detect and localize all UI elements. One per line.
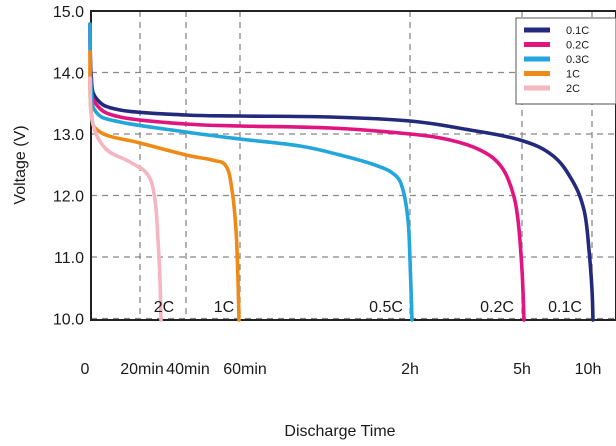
curve-label: 0.1C bbox=[548, 299, 582, 316]
x-axis-label: Discharge Time bbox=[284, 423, 395, 440]
x-tick-label: 10h bbox=[575, 361, 602, 378]
series-line-0-1C bbox=[88, 22, 595, 322]
series-line-0-2C bbox=[88, 22, 526, 322]
x-tick-label: 0 bbox=[81, 361, 90, 378]
y-tick-label: 14.0 bbox=[53, 66, 84, 83]
legend-label: 0.3C bbox=[566, 54, 589, 66]
legend: 0.1C 0.2C 0.3C 1C 2C bbox=[515, 17, 616, 105]
y-tick-label: 15.0 bbox=[53, 4, 84, 21]
legend-label: 1C bbox=[566, 69, 580, 81]
x-tick-label: 5h bbox=[513, 361, 531, 378]
curve-label: 2C bbox=[154, 299, 174, 316]
curve-labels: 0.1C 0.2C 0.5C 1C 2C bbox=[154, 299, 582, 316]
y-tick-label: 13.0 bbox=[53, 127, 84, 144]
x-tick-label: 60min bbox=[223, 361, 267, 378]
series-line-0-3C bbox=[88, 22, 414, 322]
legend-label: 0.1C bbox=[566, 25, 589, 37]
plot-frame bbox=[90, 10, 616, 321]
x-tick-label: 2h bbox=[401, 361, 419, 378]
y-tick-label: 11.0 bbox=[54, 250, 84, 267]
legend-label: 2C bbox=[566, 83, 580, 95]
x-axis-ticks: 0 20min 40min 60min 2h 5h 10h bbox=[81, 361, 602, 378]
x-tick-label: 40min bbox=[166, 361, 210, 378]
y-axis-ticks: 15.0 14.0 13.0 12.0 11.0 10.0 bbox=[53, 4, 84, 329]
series-lines bbox=[88, 22, 595, 322]
series-line-2C bbox=[88, 76, 163, 322]
y-tick-label: 12.0 bbox=[53, 189, 84, 206]
series-line-1C bbox=[88, 50, 241, 322]
y-axis-label: Voltage (V) bbox=[12, 125, 29, 204]
legend-label: 0.2C bbox=[566, 40, 589, 52]
curve-label: 0.5C bbox=[369, 299, 403, 316]
y-tick-label: 10.0 bbox=[53, 312, 84, 329]
x-tick-label: 20min bbox=[120, 361, 164, 378]
curve-label: 0.2C bbox=[480, 299, 514, 316]
curve-label: 1C bbox=[214, 299, 234, 316]
